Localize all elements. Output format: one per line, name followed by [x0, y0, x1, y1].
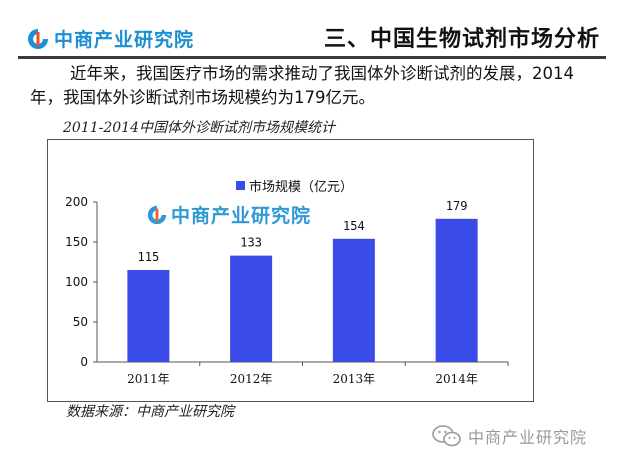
brand-logo-icon [28, 28, 48, 49]
y-tick-label: 200 [65, 195, 88, 209]
chart-labels: 0 50 100 150 200 115 2011年 133 2012年 154 2013年 179 2… [65, 195, 478, 386]
bar [332, 238, 375, 362]
bar-value-label: 115 [138, 250, 160, 264]
slide-title: 三、中国生物试剂市场分析 [323, 27, 600, 52]
watermark-text: 中商产业研究院 [171, 205, 312, 227]
x-tick-label: 2011年 [127, 372, 170, 386]
y-tick-label: 100 [65, 275, 88, 289]
bar [127, 270, 170, 362]
y-tick-label: 50 [73, 315, 88, 329]
bar [435, 218, 478, 362]
x-tick-label: 2012年 [230, 372, 273, 386]
header-divider [18, 56, 606, 59]
footer-brand-text: 中商产业研究院 [468, 428, 588, 447]
legend-swatch [236, 181, 245, 190]
watermark-logo-icon [147, 205, 167, 224]
chart-bars [127, 218, 478, 362]
intro-paragraph: 近年来，我国医疗市场的需求推动了我国体外诊断试剂的发展，2014年，我国体外诊断… [30, 62, 600, 110]
footer-brand: 中商产业研究院 [432, 424, 587, 448]
brand-logo: 中商产业研究院 [26, 25, 194, 52]
y-tick-label: 150 [65, 235, 88, 249]
bar [230, 255, 273, 362]
x-tick-label: 2014年 [435, 372, 478, 386]
data-source-note: 数据来源：中商产业研究院 [66, 404, 234, 420]
brand-logo-text: 中商产业研究院 [54, 29, 195, 51]
intro-text: 近年来，我国医疗市场的需求推动了我国体外诊断试剂的发展，2014年，我国体外诊断… [30, 64, 574, 107]
chart-watermark: 中商产业研究院 [146, 201, 311, 228]
legend-label: 市场规模（亿元） [249, 180, 354, 195]
chart-legend: 市场规模（亿元） [236, 176, 353, 195]
y-tick-label: 0 [80, 355, 88, 369]
x-tick-label: 2013年 [333, 372, 376, 386]
bar-value-label: 133 [240, 236, 262, 250]
wechat-icon [432, 425, 461, 447]
chart-caption: 2011-2014中国体外诊断试剂市场规模统计 [63, 120, 335, 136]
bar-value-label: 179 [446, 199, 468, 213]
bar-value-label: 154 [343, 219, 365, 233]
